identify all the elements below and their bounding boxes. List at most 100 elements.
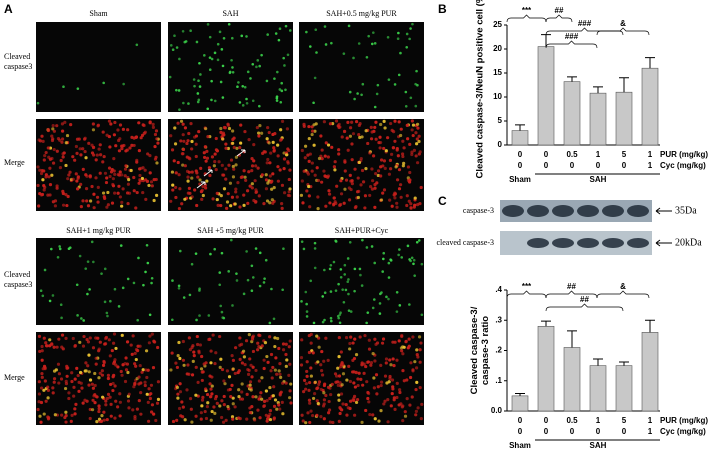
cell [338,203,342,207]
cell [348,341,352,346]
cell [156,380,161,384]
cell [80,386,84,390]
cell [94,176,98,180]
cell [103,171,108,175]
cell [51,161,56,165]
cell [66,194,70,199]
cell [221,96,225,99]
cell [230,354,234,358]
cell [258,284,262,288]
cell [323,25,327,28]
cell [410,395,414,399]
bracket [506,290,547,299]
cell [387,172,392,176]
cell [350,142,354,146]
cell [307,136,311,141]
cell [42,158,46,162]
cell [120,147,124,151]
cell [302,169,306,173]
cell [64,336,68,340]
cell [40,169,44,173]
cell [90,184,94,189]
cell [395,178,400,182]
cell [408,180,412,184]
cell [316,178,320,183]
cell [373,261,377,265]
cell [405,123,409,127]
cell [338,381,342,385]
cell [246,201,250,205]
cell [136,318,139,322]
cell [281,342,286,346]
cell [132,175,136,180]
significance: *** [522,282,532,291]
cell [90,382,94,386]
cell [249,363,253,367]
cell [196,92,200,95]
error-bar [619,77,629,93]
cell [114,144,118,148]
cell [153,132,158,137]
cell [315,334,319,338]
cell [176,160,180,165]
cell [74,172,78,176]
x-row-value: 0 [544,161,549,170]
cell [390,204,394,208]
cell [231,129,235,133]
cell [155,193,159,197]
cell [385,295,388,299]
cell [268,417,273,422]
bracket [545,40,598,49]
cell [264,173,268,177]
cell [188,293,192,297]
cell [308,401,312,405]
cell [38,139,43,143]
cell [398,304,402,307]
cell [280,202,284,206]
cell [319,134,323,138]
cell [286,160,290,164]
cell [288,168,292,172]
cell [324,141,328,145]
cell [102,195,106,199]
cell [250,169,254,173]
cell [313,266,317,270]
cell [56,136,61,141]
cell [317,345,321,349]
cell [411,133,415,138]
cell [233,405,237,409]
cell [327,189,331,193]
cell [150,332,154,336]
blot-band [602,238,624,248]
cell [250,339,254,344]
cell [288,362,292,366]
cell [201,193,205,198]
x-row-value: 0 [518,416,523,425]
cell [185,388,189,392]
cell [373,42,377,45]
cell [132,189,136,193]
cell [39,386,44,390]
cell [248,383,252,387]
blot-band [577,205,599,217]
cell [58,247,62,251]
cell [116,365,120,369]
cell [360,135,364,139]
x-row-value: 0 [544,416,549,425]
cell [357,123,361,128]
cell [195,40,199,44]
cell [231,164,235,169]
cell [95,153,99,157]
cell [120,204,124,208]
cell [376,169,381,173]
cell [239,123,243,127]
bar [511,395,529,412]
cell [190,147,194,151]
cell [348,379,353,384]
cell [137,121,141,125]
cell [95,420,99,424]
cell [342,300,346,304]
cell [42,388,46,392]
cell [85,337,89,342]
